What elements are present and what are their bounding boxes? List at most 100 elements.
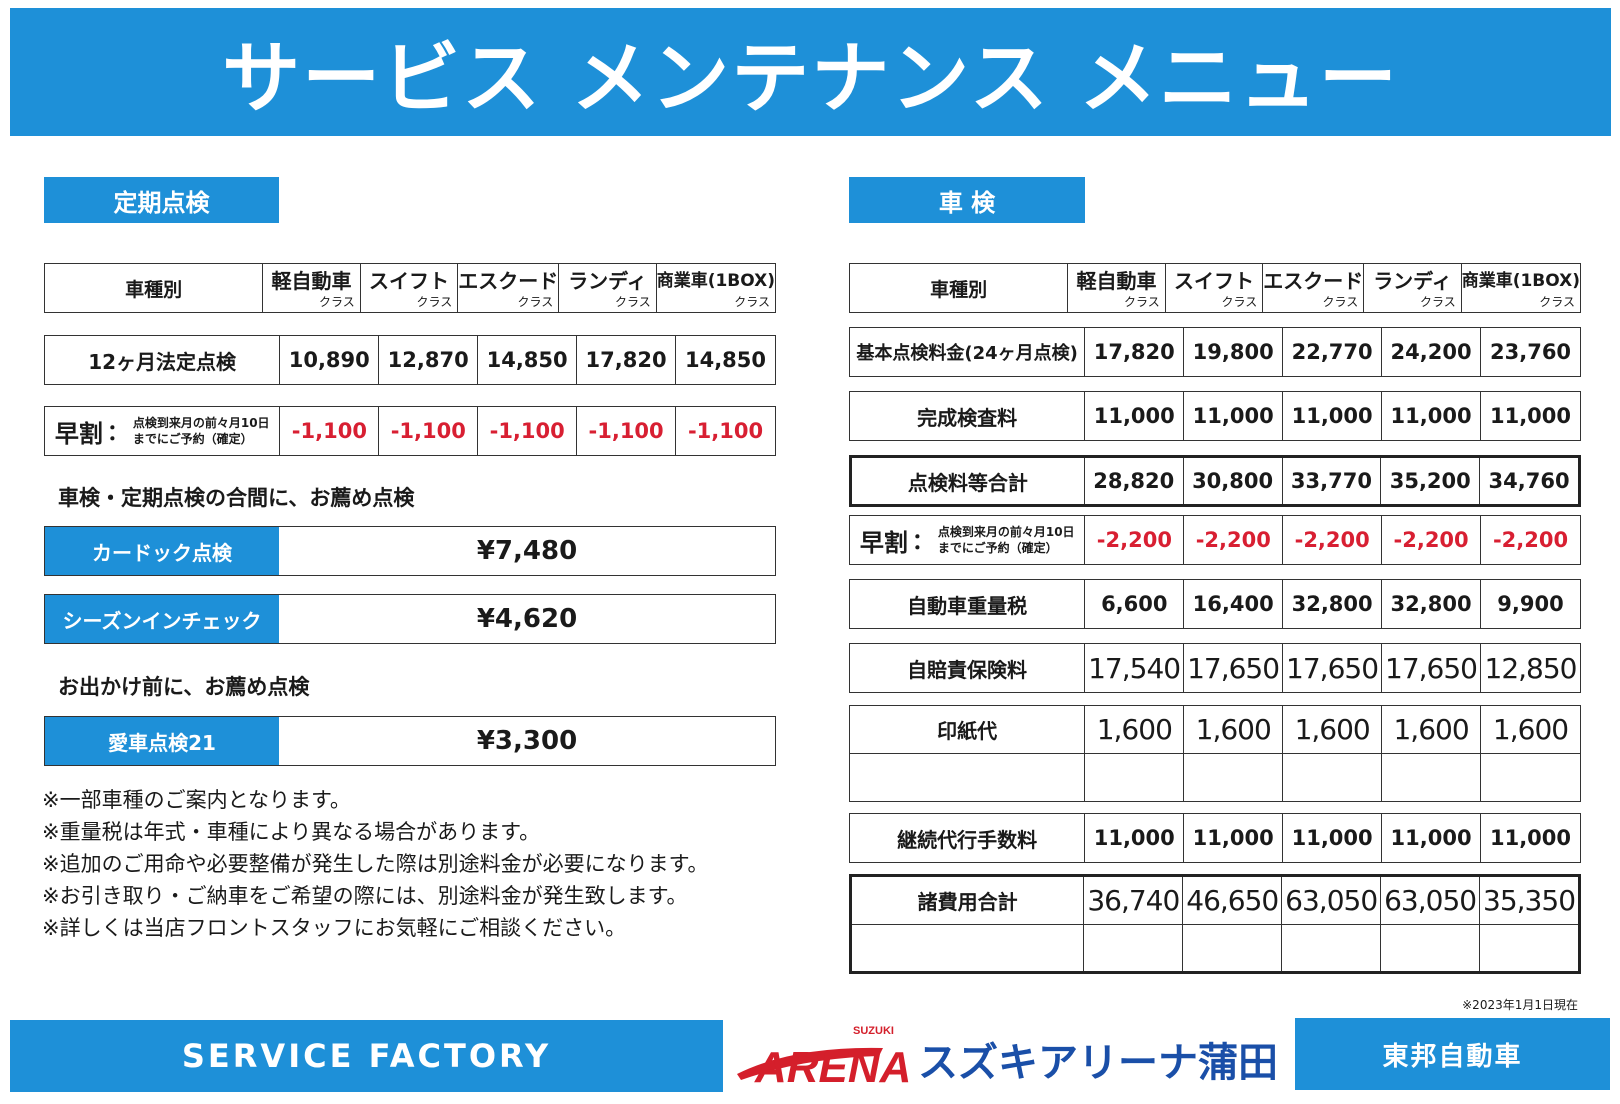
header-vehicle-type: 車種別: [848, 263, 1069, 313]
empty-cell: [1182, 924, 1283, 973]
table-row: 基本点検料金(24ヶ月点検) 17,820 19,800 22,770 24,2…: [848, 327, 1581, 377]
option-label: シーズンインチェック: [45, 595, 279, 643]
price-cell: 34,760: [1479, 456, 1580, 506]
price-cell: 11,000: [1480, 813, 1581, 863]
price-cell: 28,820: [1083, 456, 1184, 506]
discount-cell: -1,100: [675, 406, 776, 456]
row-label: 諸費用合計: [849, 875, 1085, 925]
row-label: 完成検査料: [848, 391, 1086, 441]
price-cell: 11,000: [1480, 391, 1581, 441]
arena-logo-mark: SUZUKI ARENA: [737, 1025, 911, 1092]
price-cell: 30,800: [1182, 456, 1283, 506]
price-cell: 1,600: [1282, 705, 1383, 754]
shaken-total-table: 諸費用合計 36,740 46,650 63,050 63,050 35,350: [849, 874, 1581, 974]
price-cell: 32,800: [1282, 579, 1383, 629]
price-cell: 33,770: [1281, 456, 1382, 506]
company-name-banner: 東邦自動車: [1295, 1018, 1610, 1090]
option-label: 愛車点検21: [45, 717, 279, 765]
table-row: 完成検査料 11,000 11,000 11,000 11,000 11,000: [848, 391, 1581, 441]
header-class-kei: 軽自動車 クラス: [1067, 263, 1166, 313]
price-cell: 11,000: [1381, 813, 1482, 863]
header-class-swift: スイフト クラス: [359, 263, 459, 313]
table-row: 諸費用合計 36,740 46,650 63,050 63,050 35,350: [849, 875, 1580, 925]
empty-cell: [1282, 753, 1383, 802]
header-class-commercial: 商業車(1BOX) クラス: [655, 263, 777, 313]
row-label: 点検料等合計: [850, 456, 1085, 506]
price-cell: 14,850: [675, 335, 776, 385]
table-row: 12ヶ月法定点検 10,890 12,870 14,850 17,820 14,…: [43, 335, 776, 385]
price-cell: 35,200: [1380, 456, 1481, 506]
svg-text:SUZUKI: SUZUKI: [853, 1025, 894, 1037]
row-label: 印紙代: [848, 705, 1086, 754]
table-row: 継続代行手数料 11,000 11,000 11,000 11,000 11,0…: [848, 813, 1581, 863]
option-price: ¥7,480: [476, 536, 578, 566]
shaken-section-title: 車 検: [849, 177, 1085, 223]
option-price: ¥3,300: [476, 726, 578, 756]
empty-cell: [849, 924, 1085, 973]
discount-cell: -1,100: [477, 406, 578, 456]
price-cell: 22,770: [1282, 327, 1383, 377]
price-cell: 11,000: [1282, 813, 1383, 863]
arena-logo: SUZUKI ARENA: [733, 1018, 913, 1096]
option-card-dock: カードック点検 ¥7,480: [44, 526, 776, 576]
price-cell: 24,200: [1381, 327, 1482, 377]
price-cell: 63,050: [1281, 875, 1382, 925]
table-row: [849, 924, 1580, 973]
option-season-check: シーズンインチェック ¥4,620: [44, 594, 776, 644]
table-row: 点検料等合計 28,820 30,800 33,770 35,200 34,76…: [850, 456, 1580, 506]
price-cell: 1,600: [1084, 705, 1185, 754]
shaken-header-table: 車種別 軽自動車 クラス スイフト クラス エスクード クラス ランディ クラス 商業車…: [848, 263, 1582, 313]
price-cell: 63,050: [1380, 875, 1481, 925]
price-cell: 11,000: [1183, 391, 1284, 441]
table-row: 早割： 点検到来月の前々月10日 までにご予約（確定） -2,200 -2,200…: [848, 515, 1581, 565]
header-class-escudo: エスクード クラス: [1262, 263, 1365, 313]
price-cell: 17,650: [1381, 643, 1481, 693]
price-cell: 6,600: [1084, 579, 1185, 629]
shaken-subtotal-table: 点検料等合計 28,820 30,800 33,770 35,200 34,76…: [849, 455, 1581, 507]
option-price: ¥4,620: [476, 604, 578, 634]
table-row: 早割： 点検到来月の前々月10日 までにご予約（確定） -1,100 -1,100…: [43, 406, 776, 456]
price-cell: 11,000: [1183, 813, 1284, 863]
empty-cell: [1083, 924, 1184, 973]
price-cell: 35,350: [1479, 875, 1580, 925]
price-cell: 36,740: [1083, 875, 1184, 925]
price-cell: 11,000: [1084, 813, 1185, 863]
periodic-section-title: 定期点検: [44, 177, 279, 223]
recommend-heading-outing: お出かけ前に、お薦め点検: [58, 675, 310, 699]
shaken-agency-fee-table: 継続代行手数料 11,000 11,000 11,000 11,000 11,0…: [848, 813, 1581, 863]
price-cell: 19,800: [1183, 327, 1284, 377]
row-label: 12ヶ月法定点検: [43, 335, 281, 385]
empty-cell: [1084, 753, 1185, 802]
option-label: カードック点検: [45, 527, 279, 575]
price-cell: 12,870: [378, 335, 479, 385]
empty-cell: [1479, 924, 1580, 973]
table-row: 自動車重量税 6,600 16,400 32,800 32,800 9,900: [848, 579, 1581, 629]
header-class-landy: ランディ クラス: [558, 263, 657, 313]
price-cell: 17,820: [1084, 327, 1185, 377]
price-cell: 17,540: [1084, 643, 1185, 693]
empty-cell: [1480, 753, 1581, 802]
price-cell: 11,000: [1282, 391, 1383, 441]
header-class-escudo: エスクード クラス: [457, 263, 560, 313]
table-row: 自賠責保険料 17,540 17,650 17,650 17,650 12,85…: [848, 643, 1581, 693]
price-cell: 14,850: [477, 335, 578, 385]
header-class-commercial: 商業車(1BOX) クラス: [1460, 263, 1582, 313]
row-label: 基本点検料金(24ヶ月点検): [848, 327, 1086, 377]
early-discount-label: 早割： 点検到来月の前々月10日 までにご予約（確定）: [43, 406, 281, 456]
row-label: 自動車重量税: [848, 579, 1086, 629]
empty-cell: [1381, 753, 1482, 802]
header-class-swift: スイフト クラス: [1164, 263, 1264, 313]
price-cell: 17,650: [1183, 643, 1284, 693]
header-class-landy: ランディ クラス: [1363, 263, 1462, 313]
discount-cell: -2,200: [1084, 515, 1185, 565]
table-row: [848, 753, 1581, 802]
price-cell: 46,650: [1182, 875, 1283, 925]
note-item: ※詳しくは当店フロントスタッフにお気軽にご相談ください。: [42, 916, 627, 940]
periodic-header-table: 車種別 軽自動車 クラス スイフト クラス エスクード クラス ランディ クラス 商業車…: [43, 263, 777, 313]
price-cell: 1,600: [1480, 705, 1581, 754]
discount-cell: -2,200: [1282, 515, 1383, 565]
shaken-inspection-fee-table: 完成検査料 11,000 11,000 11,000 11,000 11,000: [848, 391, 1581, 441]
price-cell: 1,600: [1381, 705, 1482, 754]
price-cell: 9,900: [1480, 579, 1581, 629]
price-cell: 10,890: [279, 335, 380, 385]
